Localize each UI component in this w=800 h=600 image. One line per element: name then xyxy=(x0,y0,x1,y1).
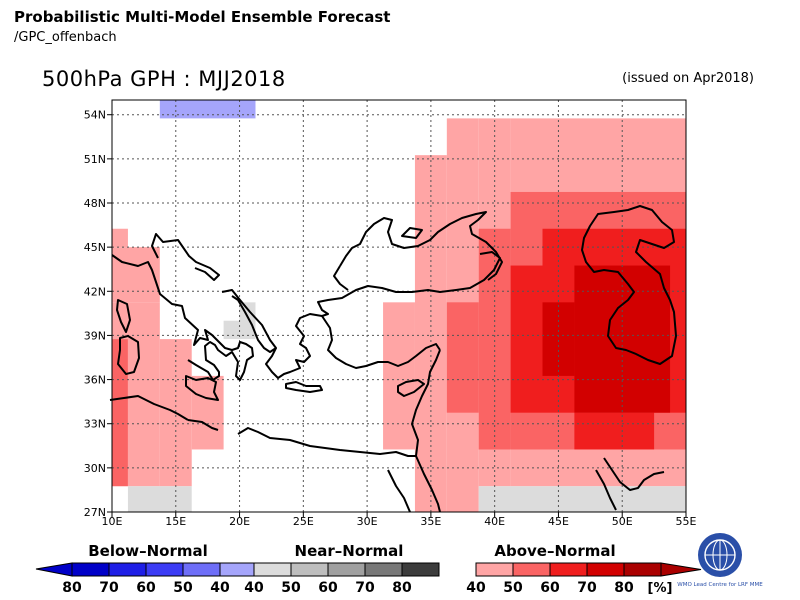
probability-cell xyxy=(112,247,160,303)
legend-swatch xyxy=(253,562,292,577)
legend-tick-label: 50 xyxy=(281,580,301,596)
map-border xyxy=(111,99,687,513)
map-frame xyxy=(107,99,687,517)
legend-tick-label: 50 xyxy=(173,580,193,596)
legend-swatch xyxy=(327,562,366,577)
logo-label: WMO Lead Centre for LRF MME xyxy=(677,582,763,588)
lat-label: 30N xyxy=(84,462,106,475)
coastlines xyxy=(109,205,677,513)
legend-tick-label: 70 xyxy=(355,580,375,596)
lat-label: 39N xyxy=(84,329,106,342)
map-title: 500hPa GPH : MJJ2018 xyxy=(42,67,286,91)
probability-cell xyxy=(191,375,224,450)
legend-tick-label: 80 xyxy=(392,580,412,596)
legend-below-title: Below–Normal xyxy=(88,542,208,560)
probability-cell xyxy=(159,100,256,119)
legend-tick-label: 70 xyxy=(577,580,597,596)
probability-cell xyxy=(510,265,543,413)
probability-cell xyxy=(112,228,128,248)
legend-swatch xyxy=(71,562,110,577)
probability-cell xyxy=(414,155,447,512)
legend-tick-label: 40 xyxy=(210,580,230,596)
legend-tick-label: 60 xyxy=(318,580,338,596)
page-title: Probabilistic Multi-Model Ensemble Forec… xyxy=(14,8,391,26)
lon-label: 30E xyxy=(357,515,378,528)
lon-label: 20E xyxy=(229,515,250,528)
legend-tick-label: 40 xyxy=(244,580,264,596)
lon-label: 45E xyxy=(548,515,569,528)
longitude-labels: 10E 15E 20E 25E 30E 35E 40E 45E 50E 55E xyxy=(102,515,697,528)
probability-cell xyxy=(127,486,192,512)
page-subtitle: /GPC_offenbach xyxy=(14,30,117,45)
probability-cells xyxy=(112,100,686,513)
probability-cell xyxy=(383,302,415,450)
probability-cell xyxy=(446,302,479,413)
lon-label: 50E xyxy=(612,515,633,528)
legend-above-title: Above–Normal xyxy=(494,542,615,560)
legend-tick-label: 80 xyxy=(62,580,82,596)
legend-near-title: Near–Normal xyxy=(295,542,404,560)
lon-label: 10E xyxy=(102,515,123,528)
legend-swatch xyxy=(549,562,588,577)
legend-arrow-right-icon xyxy=(660,562,702,577)
legend-swatch xyxy=(182,562,221,577)
legend-tick-label: 80 xyxy=(614,580,634,596)
legend-arrow-left-icon xyxy=(35,562,73,577)
legend-swatch xyxy=(623,562,662,577)
lat-label: 48N xyxy=(84,197,106,210)
probability-cell xyxy=(239,302,256,340)
legend-below-bar: 80 70 60 50 40 xyxy=(35,562,258,596)
lat-label: 36N xyxy=(84,374,106,387)
legend-tick-label: 70 xyxy=(99,580,119,596)
legend: Below–Normal Near–Normal Above–Normal 80… xyxy=(35,542,702,596)
lat-label: 33N xyxy=(84,418,106,431)
legend-swatch xyxy=(475,562,514,577)
lon-label: 35E xyxy=(420,515,441,528)
legend-above-bar: 40 50 60 70 80 xyxy=(466,562,702,596)
probability-cell xyxy=(112,339,128,487)
legend-swatch xyxy=(145,562,184,577)
probability-cell xyxy=(223,320,240,340)
lon-label: 15E xyxy=(165,515,186,528)
legend-unit: [%] xyxy=(648,581,673,596)
wmo-logo: WMO Lead Centre for LRF MME xyxy=(677,533,763,588)
lon-label: 25E xyxy=(293,515,314,528)
legend-tick-label: 60 xyxy=(136,580,156,596)
lat-label: 45N xyxy=(84,241,106,254)
legend-near-bar: 40 50 60 70 80 xyxy=(244,562,440,596)
legend-swatch xyxy=(586,562,625,577)
latitude-labels: 54N 51N 48N 45N 42N 39N 36N 33N 30N 27N xyxy=(84,109,106,519)
legend-swatch xyxy=(108,562,147,577)
legend-tick-label: 40 xyxy=(466,580,486,596)
probability-cell xyxy=(127,302,160,487)
probability-cell xyxy=(542,302,575,376)
lon-label: 55E xyxy=(676,515,697,528)
issued-label: (issued on Apr2018) xyxy=(622,71,754,86)
probability-cell xyxy=(478,486,686,512)
legend-tick-label: 50 xyxy=(503,580,523,596)
lon-label: 40E xyxy=(484,515,505,528)
lat-label: 51N xyxy=(84,153,106,166)
lat-label: 27N xyxy=(84,506,106,519)
probability-cell xyxy=(574,412,655,450)
lat-label: 54N xyxy=(84,109,106,122)
legend-swatch xyxy=(219,562,258,577)
lat-label: 42N xyxy=(84,285,106,298)
legend-swatch xyxy=(364,562,403,577)
legend-swatch xyxy=(512,562,551,577)
legend-tick-label: 60 xyxy=(540,580,560,596)
legend-swatch xyxy=(401,562,440,577)
legend-swatch xyxy=(290,562,329,577)
